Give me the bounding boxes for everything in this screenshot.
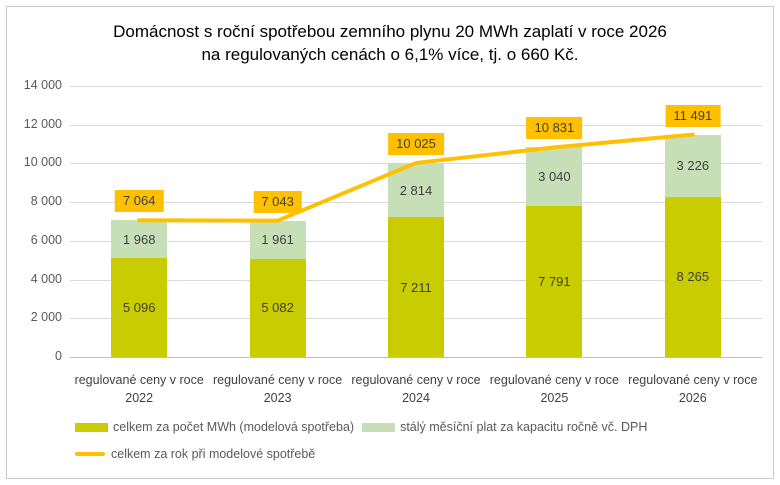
legend-row-2: celkem za rok při modelové spotřebě bbox=[75, 447, 765, 461]
x-axis-line bbox=[70, 357, 762, 358]
x-axis-category-label: regulované ceny v roce 2026 bbox=[628, 373, 758, 405]
bar-segment-mwh-total: 5 096 bbox=[111, 258, 168, 357]
bar-segment-capacity-fee: 1 968 bbox=[111, 220, 168, 259]
total-value-label: 7 064 bbox=[114, 190, 164, 213]
bar-segment-mwh-total: 8 265 bbox=[664, 197, 721, 357]
total-value-label: 7 043 bbox=[253, 190, 302, 213]
bar-segment-mwh-total: 7 211 bbox=[388, 217, 444, 357]
legend-swatch-olive-bar bbox=[75, 422, 108, 432]
x-axis-category-label: regulované ceny v roce 2024 bbox=[351, 373, 481, 405]
legend-label-year-total: celkem za rok při modelové spotřebě bbox=[111, 447, 316, 461]
chart-title: Domácnost s roční spotřebou zemního plyn… bbox=[0, 20, 780, 66]
legend-swatch-orange-line bbox=[75, 452, 105, 456]
legend-row-1: celkem za počet MWh (modelová spotřeba) … bbox=[75, 420, 765, 434]
bar-segment-capacity-fee: 3 040 bbox=[526, 147, 583, 207]
y-axis-tick-label: 0 bbox=[55, 349, 62, 363]
legend-item-year-total: celkem za rok při modelové spotřebě bbox=[75, 447, 315, 461]
legend: celkem za počet MWh (modelová spotřeba) … bbox=[75, 420, 765, 474]
y-axis-tick-label: 8 000 bbox=[30, 194, 62, 209]
chart-title-line2: na regulovaných cenách o 6,1% více, tj. … bbox=[201, 45, 579, 64]
y-axis-tick-label: 6 000 bbox=[30, 232, 62, 247]
bar-segment-capacity-fee: 1 961 bbox=[249, 220, 306, 259]
legend-label-mwh-total: celkem za počet MWh (modelová spotřeba) bbox=[113, 420, 355, 434]
bar-segment-mwh-total: 5 082 bbox=[249, 258, 306, 357]
bar-segment-capacity-fee: 2 814 bbox=[388, 162, 444, 218]
y-axis-tick-label: 12 000 bbox=[23, 116, 62, 131]
bar-segment-mwh-total: 7 791 bbox=[526, 206, 583, 357]
x-axis-category-label: regulované ceny v roce 2022 bbox=[74, 373, 204, 405]
legend-item-capacity-fee: stálý měsíční plat za kapacitu ročně vč.… bbox=[362, 420, 647, 434]
y-axis-tick-label: 4 000 bbox=[30, 271, 62, 286]
y-axis-tick-label: 10 000 bbox=[23, 155, 62, 170]
x-axis-category-label: regulované ceny v roce 2025 bbox=[489, 373, 620, 405]
y-axis-tick-label: 14 000 bbox=[23, 78, 62, 92]
total-value-label: 11 491 bbox=[665, 104, 721, 127]
legend-swatch-green-bar bbox=[362, 422, 396, 432]
bar-segment-capacity-fee: 3 226 bbox=[664, 134, 721, 197]
y-axis-tick-label: 2 000 bbox=[30, 310, 62, 325]
gridline bbox=[70, 124, 762, 126]
total-value-label: 10 025 bbox=[388, 132, 444, 155]
chart-title-line1: Domácnost s roční spotřebou zemního plyn… bbox=[113, 22, 667, 41]
legend-item-mwh-total: celkem za počet MWh (modelová spotřeba) bbox=[75, 420, 354, 434]
gridline bbox=[70, 86, 762, 87]
total-value-label: 10 831 bbox=[526, 117, 583, 140]
x-axis-category-label: regulované ceny v roce 2023 bbox=[212, 373, 343, 405]
legend-label-capacity-fee: stálý měsíční plat za kapacitu ročně vč.… bbox=[400, 420, 648, 434]
